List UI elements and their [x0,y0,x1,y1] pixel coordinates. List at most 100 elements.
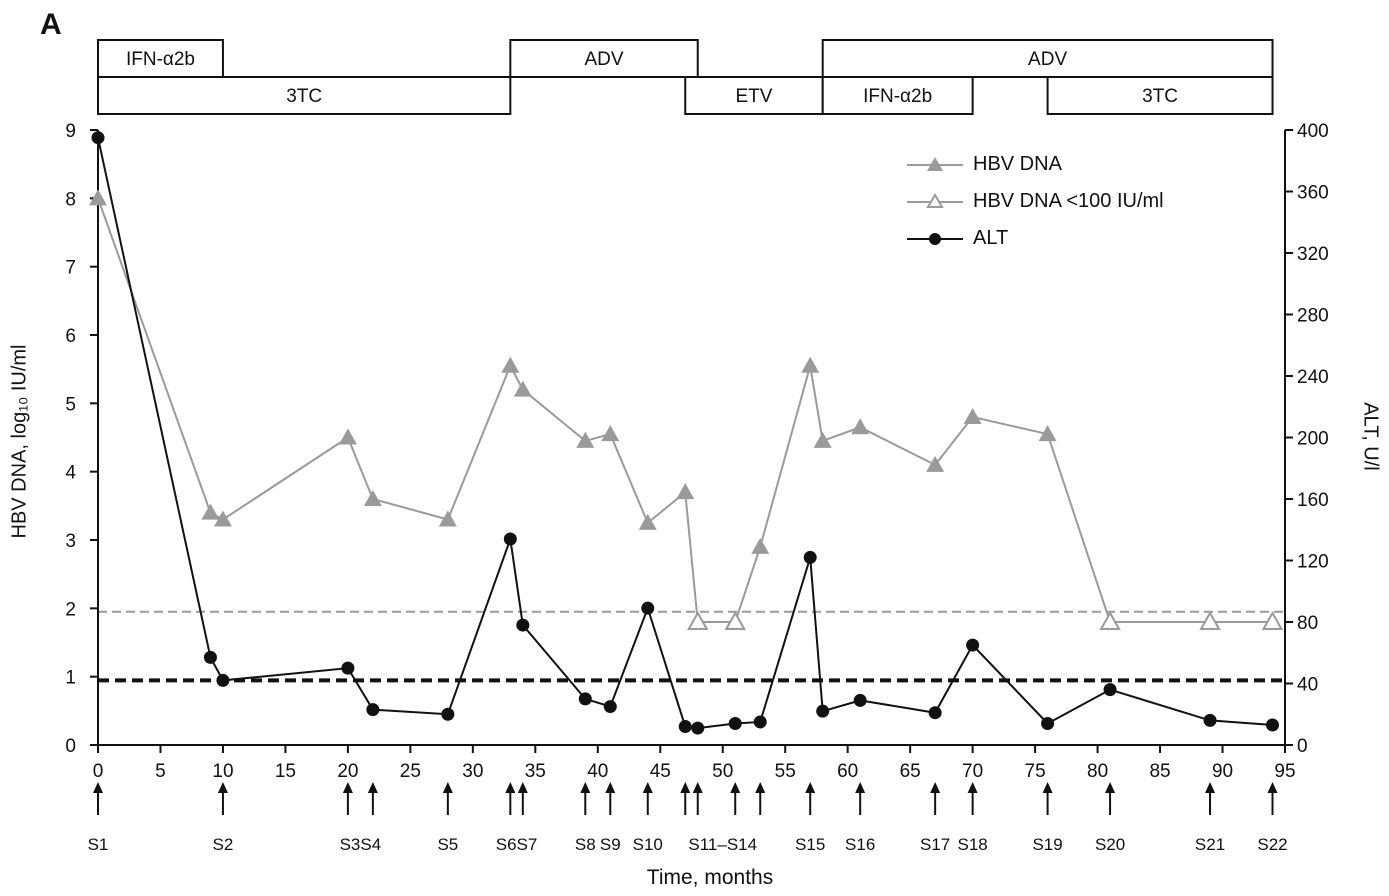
sample-label: S18 [958,835,988,854]
axes: 0123456789040801201602002402803203604000… [65,121,1328,782]
hbv-dna-point [338,428,357,445]
hbv-dna-point [676,483,695,500]
alt-point [691,721,705,735]
alt-point [91,131,105,145]
sample-arrowhead [442,782,453,793]
panel-label: A [40,8,62,41]
tick-label: 40 [1297,675,1318,696]
sample-label: S11–S14 [688,835,757,854]
sample-arrowhead [680,782,691,793]
alt-point [966,638,980,652]
y-tick-right: 80 [1285,613,1318,634]
x-tick: 30 [462,745,483,782]
tick-label: 0 [65,736,76,757]
sample-label: S6S7 [496,835,538,854]
hbv-dna-point [1038,425,1057,442]
reference-lines [98,610,1285,683]
x-tick: 5 [155,745,166,782]
hbv-dna-point [576,431,595,448]
alt-point [803,550,817,564]
sample-arrowhead [367,782,378,793]
tick-label: 3 [65,531,76,552]
x-tick: 65 [900,745,921,782]
tick-label: 25 [400,761,421,782]
x-tick: 85 [1149,745,1171,782]
tick-label: 5 [65,394,76,415]
alt-point [1041,716,1055,730]
tick-label: 35 [525,761,546,782]
sample-label: S5 [437,835,458,854]
treatment-label: IFN-α2b [863,86,932,107]
sample-label: S16 [845,835,875,854]
sample-label: S19 [1032,835,1062,854]
sample-marker: S8 [575,782,596,854]
hbv-dna-point [801,356,820,373]
alt-point [216,673,230,687]
x-tick: 55 [775,745,796,782]
alt-point [728,716,742,730]
open-triangle-icon [907,192,963,208]
hbv-dna-point [438,510,457,527]
sample-arrowhead [755,782,766,793]
treatment-bar: IFN-α2b [821,76,974,115]
tick-label: 45 [650,761,671,782]
sample-marker: S5 [437,782,458,854]
hbv-dna-point [501,356,520,373]
sample-arrowhead [605,782,616,793]
treatment-label: ETV [735,86,772,107]
hbv-dna-point [213,510,232,527]
sample-marker: S21 [1195,782,1225,854]
hbv-dna-lod-point [1261,610,1284,630]
tick-label: 80 [1087,761,1108,782]
sample-marker: S15 [795,782,825,854]
tick-label: 0 [1297,736,1308,757]
alt-point [203,650,217,664]
tick-label: 5 [155,761,166,782]
treatment-box [509,39,699,78]
x-tick: 90 [1212,745,1233,782]
y-tick-right: 160 [1285,490,1329,511]
y-tick-left: 5 [65,394,98,415]
sample-arrowhead [1105,782,1116,793]
sample-arrowhead [580,782,591,793]
alt-point [578,692,592,706]
treatment-label: 3TC [1142,86,1178,107]
sample-marker: S19 [1032,782,1063,854]
alt-point [1203,713,1217,727]
filled-triangle-icon [907,156,963,171]
hbv-dna-point [813,431,832,448]
sample-marker: S16 [845,782,875,854]
hbv-dna-point [963,408,982,424]
sample-label: S21 [1195,835,1225,854]
tick-label: 40 [587,761,608,782]
sample-marker: S18 [958,782,988,854]
y-tick-right: 240 [1285,367,1329,388]
sample-arrowhead [1205,782,1216,793]
tick-label: 240 [1297,367,1329,388]
x-tick: 45 [650,745,671,782]
legend-item-hbv-dna-lod: HBV DNA <100 IU/ml [905,183,1164,220]
hbv-dna-lod-point [1099,610,1121,630]
sample-arrowhead [505,782,516,793]
x-tick: 75 [1025,745,1046,782]
legend-label: HBV DNA <100 IU/ml [973,190,1164,212]
sample-label: S15 [795,835,825,854]
sample-arrowhead [730,782,741,793]
x-tick: 15 [275,745,296,782]
tick-label: 10 [212,761,233,782]
hbv-dna-point [201,503,220,520]
sample-marker: S22 [1257,782,1288,854]
y-axis-title-right: ALT, U/l [1359,402,1382,471]
tick-label: 60 [837,761,858,782]
treatment-label: 3TC [286,86,322,107]
tick-label: 50 [712,761,733,782]
sample-arrowhead [692,782,703,793]
tick-label: 55 [775,761,796,782]
y-tick-left: 1 [65,668,98,689]
y-tick-right: 0 [1285,736,1308,757]
sample-arrowhead [805,782,816,793]
treatment-box [97,76,512,115]
sample-marker: S17 [920,782,950,854]
treatment-box [821,76,974,115]
sample-label: S1 [88,835,109,854]
